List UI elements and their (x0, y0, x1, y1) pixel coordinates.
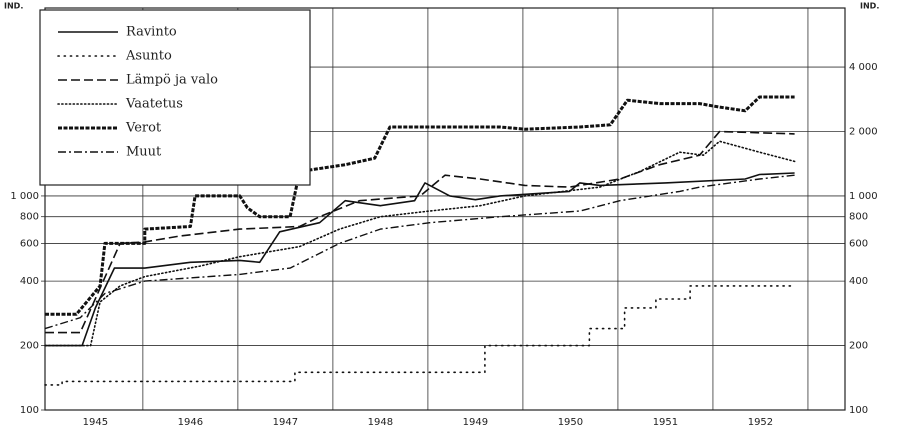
x-tick-label: 1945 (83, 417, 108, 428)
y-tick-label: 1 000 (10, 191, 39, 202)
y2-tick-label: 100 (849, 405, 868, 416)
y2-tick-label: 1 000 (849, 191, 878, 202)
x-tick-label: 1950 (558, 417, 583, 428)
y-tick-label: 600 (20, 238, 39, 249)
legend-label: Asunto (125, 49, 172, 64)
x-tick-label: 1951 (653, 417, 678, 428)
y-tick-label: 800 (20, 212, 39, 223)
series-line (44, 174, 795, 330)
series-line (45, 95, 795, 316)
y2-tick-label: 600 (849, 238, 868, 249)
legend-label: Vaatetus (125, 97, 183, 112)
y2-tick-label: 800 (849, 212, 868, 223)
y-tick-label: 200 (20, 341, 39, 352)
y-tick-label: 100 (20, 405, 39, 416)
y2-axis-label: IND. (860, 2, 879, 11)
y2-tick-label: 200 (849, 341, 868, 352)
series-line (44, 285, 796, 386)
legend-box (39, 9, 311, 186)
x-tick-label: 1949 (463, 417, 488, 428)
x-tick-label: 1947 (273, 417, 298, 428)
y-axis-label: IND. (4, 2, 23, 11)
legend-label: Verot (125, 121, 162, 136)
legend-label: Lämpö ja valo (126, 73, 218, 88)
x-tick-label: 1948 (368, 417, 393, 428)
y2-tick-label: 2 000 (849, 126, 878, 137)
legend-label: Muut (126, 145, 162, 160)
series-line (45, 172, 795, 347)
x-tick-label: 1952 (748, 417, 773, 428)
y2-tick-label: 4 000 (849, 62, 878, 73)
plot-frame (44, 7, 846, 411)
x-tick-label: 1946 (178, 417, 203, 428)
y-tick-label: 400 (20, 276, 39, 287)
y2-tick-label: 400 (849, 276, 868, 287)
series-line (44, 140, 796, 347)
legend-label: Ravinto (126, 25, 177, 40)
